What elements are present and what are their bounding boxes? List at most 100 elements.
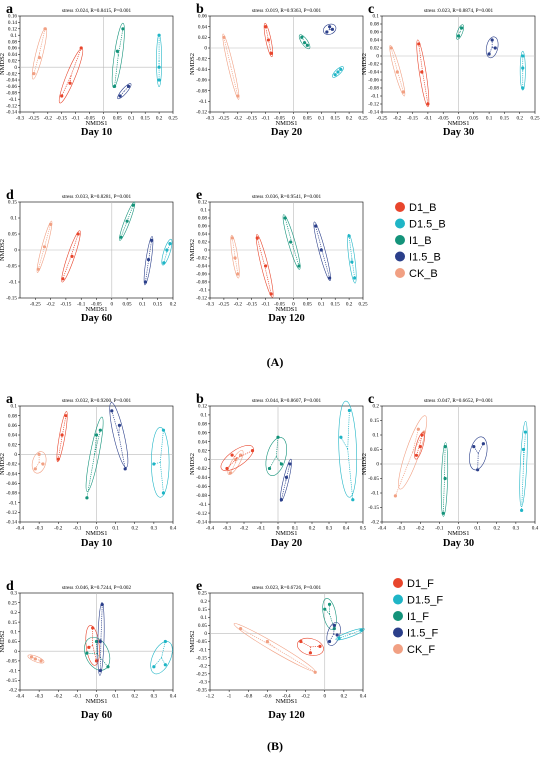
centroid-connector: [348, 235, 353, 259]
data-point: [225, 466, 229, 471]
x-tick-label: 0.3: [513, 526, 520, 532]
y-tick-label: -0.35: [196, 688, 207, 694]
x-tick-label: 0.4: [343, 526, 350, 532]
x-axis-label: NMDS1: [85, 698, 107, 705]
y-tick-label: 0: [14, 248, 17, 254]
centroid-connector: [459, 27, 462, 33]
centroid-connector: [38, 462, 44, 465]
centroid-connector: [390, 47, 398, 71]
centroid-connector: [61, 415, 67, 437]
group-ellipse: [485, 36, 499, 59]
series-D1-5: [156, 33, 162, 87]
y-tick-label: -0.06: [6, 481, 17, 487]
data-point: [288, 462, 292, 466]
data-point: [416, 427, 420, 431]
centroid-connector: [237, 450, 253, 459]
panel-letter: c: [368, 392, 374, 407]
y-tick-label: -0.1: [199, 288, 208, 294]
group-ellipse: [347, 233, 357, 284]
data-point: [126, 84, 131, 88]
series-D1-5: [335, 628, 365, 641]
x-tick-label: 0.1: [318, 302, 325, 308]
y-tick-label: 0.1: [11, 404, 18, 410]
data-point: [521, 447, 526, 452]
x-tick-label: -0.6: [263, 694, 272, 700]
y-tick-label: -0.08: [6, 91, 17, 97]
group-ellipse: [97, 602, 105, 676]
data-point: [443, 476, 447, 481]
x-tick-label: -0.4: [206, 526, 215, 532]
data-point: [33, 657, 37, 661]
series-I1: [322, 598, 337, 631]
group-ellipse: [279, 458, 292, 502]
data-point: [493, 46, 497, 50]
centroid-connector: [274, 647, 316, 673]
data-point: [94, 639, 99, 644]
nmds-panel-B-a: a stress :0.032, R=0.9200, P=0.001-0.4 -0.…: [0, 392, 177, 549]
series-CK: [36, 220, 53, 273]
x-tick-label: -1.2: [206, 694, 215, 700]
series-I1-5: [323, 23, 337, 35]
y-tick-label: 0.1: [11, 216, 18, 222]
x-tick-label: 0.05: [469, 116, 478, 122]
y-tick-label: -0.05: [196, 639, 207, 645]
data-point: [308, 651, 313, 655]
plot-frame: [19, 15, 174, 113]
centroid-connector: [96, 653, 109, 667]
centroid-connector: [477, 443, 484, 454]
nmds-panel-B-d: d stress :0.046, R=0.7244, P=0.002-0.4 -0.…: [0, 579, 177, 721]
data-point: [118, 94, 122, 98]
group-ellipse: [84, 636, 111, 671]
group-ellipse: [265, 437, 288, 477]
x-tick-label: 0.25: [168, 116, 177, 122]
centroid-connector: [226, 457, 238, 469]
x-tick-label: -0.4: [378, 526, 387, 532]
y-tick-label: 0.1: [373, 14, 380, 20]
series-I1: [84, 636, 111, 671]
centroid-connector: [347, 410, 350, 450]
y-tick-label: -0.06: [6, 84, 17, 90]
panel-title: stress :0.033, R=0.8281, P=0.001: [62, 194, 132, 200]
centroid-connector: [291, 241, 300, 267]
data-point: [337, 636, 341, 640]
plot-frame: [209, 592, 364, 691]
group-ellipse: [296, 637, 324, 656]
centroid-connector: [329, 613, 335, 629]
data-point: [318, 644, 322, 648]
data-point: [279, 462, 283, 466]
group-ellipse: [332, 66, 344, 78]
x-tick-label: 0.1: [128, 116, 135, 122]
nmds-panel-B-e: e stress :0.023, R=0.6726, P=0.001 -1.2 -1 -…: [189, 579, 367, 721]
x-tick-label: 0.2: [346, 116, 353, 122]
y-tick-label: -0.12: [196, 296, 207, 302]
group-ellipse: [456, 24, 465, 40]
x-tick-label: -0.1: [424, 116, 433, 122]
series-CK: [230, 234, 240, 279]
series-I1-5: [485, 36, 499, 59]
data-point: [98, 428, 102, 432]
y-tick-label: 0.15: [370, 418, 379, 424]
series-D1-5: [347, 233, 357, 284]
legend-label: I1_B: [409, 235, 432, 247]
panel-title: stress :0.046, R=0.7244, P=0.002: [62, 585, 132, 591]
day-label: Day 10: [81, 538, 112, 549]
series-D1: [414, 431, 425, 460]
y-tick-label: -0.3: [199, 680, 208, 686]
x-tick-label: -0.2: [416, 526, 425, 532]
data-point: [456, 34, 461, 38]
y-tick-label: 0.06: [370, 30, 379, 36]
x-tick-label: -0.05: [84, 116, 95, 122]
data-point: [269, 292, 273, 296]
y-tick-label: 0.06: [8, 46, 17, 52]
data-point: [328, 276, 332, 280]
x-tick-label: 0.1: [139, 302, 146, 308]
centroid-connector: [442, 479, 445, 514]
panel-letter: a: [6, 392, 13, 407]
x-axis-label: NMDS1: [85, 120, 107, 127]
data-point: [269, 51, 273, 55]
data-point: [85, 651, 89, 655]
y-tick-label: -0.14: [196, 520, 207, 526]
x-axis-label: NMDS1: [85, 530, 107, 537]
group-ellipse: [220, 445, 254, 472]
y-tick-label: 0.12: [198, 200, 207, 206]
